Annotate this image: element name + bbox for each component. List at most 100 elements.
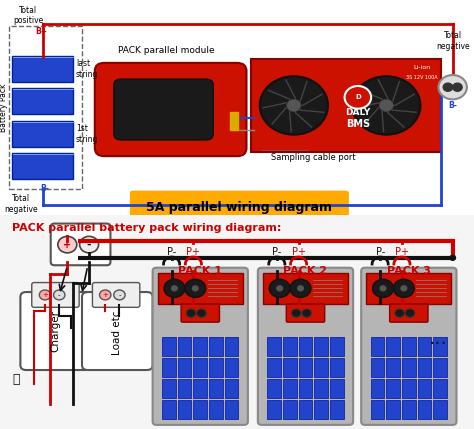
FancyBboxPatch shape (51, 224, 110, 265)
Circle shape (192, 286, 198, 291)
FancyBboxPatch shape (402, 337, 416, 356)
FancyBboxPatch shape (418, 400, 431, 419)
Text: B-: B- (40, 184, 49, 193)
Text: Total
negative: Total negative (436, 31, 469, 51)
FancyBboxPatch shape (82, 292, 153, 370)
Circle shape (80, 236, 99, 253)
FancyBboxPatch shape (314, 358, 328, 377)
Text: ...: ... (429, 329, 448, 348)
Circle shape (54, 290, 65, 300)
FancyBboxPatch shape (371, 358, 384, 377)
Text: PACK parallel battery pack wiring diagram:: PACK parallel battery pack wiring diagra… (12, 223, 281, 233)
Text: B+: B+ (36, 27, 47, 36)
Text: Total
positive: Total positive (13, 6, 44, 25)
FancyBboxPatch shape (209, 358, 223, 377)
FancyBboxPatch shape (193, 379, 207, 398)
FancyBboxPatch shape (258, 268, 353, 425)
FancyBboxPatch shape (162, 400, 176, 419)
FancyBboxPatch shape (209, 400, 223, 419)
Text: P+: P+ (395, 247, 409, 257)
FancyBboxPatch shape (371, 379, 384, 398)
Circle shape (401, 286, 407, 291)
FancyBboxPatch shape (283, 379, 297, 398)
Circle shape (290, 279, 311, 297)
Circle shape (114, 290, 125, 300)
Text: B-: B- (448, 101, 457, 110)
FancyBboxPatch shape (386, 400, 400, 419)
Text: last
string: last string (76, 59, 98, 79)
FancyBboxPatch shape (130, 190, 349, 225)
Text: 3S 12V 100A: 3S 12V 100A (406, 75, 438, 80)
Text: Load etc.: Load etc. (112, 307, 122, 355)
FancyBboxPatch shape (361, 268, 456, 425)
Circle shape (186, 309, 196, 317)
Circle shape (197, 309, 206, 317)
FancyBboxPatch shape (178, 358, 191, 377)
FancyBboxPatch shape (114, 79, 213, 140)
FancyBboxPatch shape (299, 337, 312, 356)
Circle shape (453, 83, 462, 91)
FancyBboxPatch shape (162, 337, 176, 356)
FancyBboxPatch shape (267, 337, 281, 356)
Circle shape (39, 290, 51, 300)
Circle shape (260, 76, 328, 135)
Circle shape (172, 286, 177, 291)
Circle shape (58, 236, 77, 253)
Text: P-: P- (375, 247, 385, 257)
FancyBboxPatch shape (20, 292, 91, 370)
Circle shape (379, 100, 393, 112)
FancyBboxPatch shape (390, 304, 428, 322)
FancyBboxPatch shape (193, 400, 207, 419)
FancyBboxPatch shape (330, 379, 344, 398)
FancyBboxPatch shape (402, 358, 416, 377)
Text: Sampling cable port: Sampling cable port (271, 153, 355, 162)
Circle shape (292, 309, 301, 317)
FancyBboxPatch shape (386, 337, 400, 356)
FancyBboxPatch shape (286, 304, 325, 322)
Circle shape (450, 255, 456, 260)
FancyBboxPatch shape (267, 358, 281, 377)
Text: +: + (42, 292, 48, 298)
FancyBboxPatch shape (12, 88, 73, 115)
FancyBboxPatch shape (251, 59, 441, 152)
Text: BMS: BMS (346, 119, 370, 129)
Text: +: + (102, 292, 108, 298)
FancyBboxPatch shape (314, 337, 328, 356)
FancyBboxPatch shape (153, 268, 248, 425)
FancyBboxPatch shape (299, 379, 312, 398)
FancyBboxPatch shape (225, 379, 238, 398)
Text: D: D (355, 94, 361, 100)
Text: PACK 2: PACK 2 (283, 266, 328, 276)
FancyBboxPatch shape (95, 63, 246, 156)
FancyBboxPatch shape (402, 400, 416, 419)
Text: P-: P- (272, 247, 282, 257)
FancyBboxPatch shape (12, 56, 73, 82)
FancyBboxPatch shape (433, 400, 447, 419)
FancyBboxPatch shape (193, 358, 207, 377)
FancyBboxPatch shape (193, 337, 207, 356)
Text: Battery Pack: Battery Pack (0, 83, 8, 132)
FancyBboxPatch shape (181, 304, 219, 322)
FancyBboxPatch shape (433, 379, 447, 398)
Circle shape (438, 75, 467, 100)
Text: Charger: Charger (50, 310, 61, 352)
FancyBboxPatch shape (386, 358, 400, 377)
FancyBboxPatch shape (225, 358, 238, 377)
FancyBboxPatch shape (162, 379, 176, 398)
Text: Total: Total (12, 194, 30, 203)
Circle shape (302, 309, 311, 317)
Circle shape (405, 309, 415, 317)
FancyBboxPatch shape (283, 400, 297, 419)
FancyBboxPatch shape (178, 379, 191, 398)
FancyBboxPatch shape (366, 273, 451, 304)
FancyBboxPatch shape (283, 337, 297, 356)
FancyBboxPatch shape (178, 337, 191, 356)
Circle shape (443, 83, 453, 91)
Text: PACK 3: PACK 3 (387, 266, 431, 276)
Circle shape (373, 279, 393, 297)
Circle shape (345, 86, 371, 109)
Text: 5A parallel wiring diagram: 5A parallel wiring diagram (146, 201, 332, 214)
FancyBboxPatch shape (371, 337, 384, 356)
FancyBboxPatch shape (267, 379, 281, 398)
FancyBboxPatch shape (209, 337, 223, 356)
